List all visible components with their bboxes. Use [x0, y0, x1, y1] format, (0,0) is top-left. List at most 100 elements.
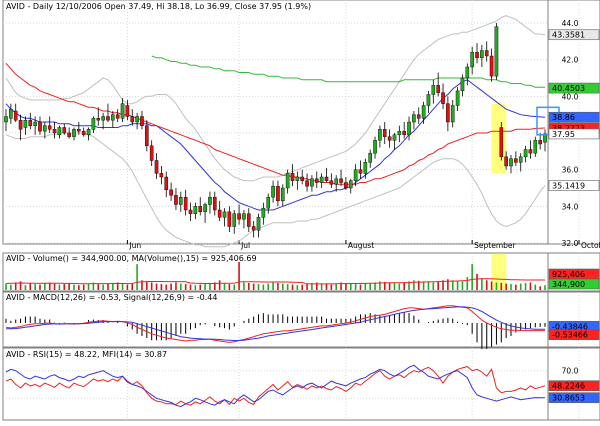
- price-label-box: [548, 111, 600, 123]
- candle-body: [101, 116, 105, 121]
- candle-body: [538, 140, 542, 145]
- price-label-text: 43.3581: [552, 31, 585, 40]
- price-overlay-line: [5, 62, 546, 185]
- candle-body: [140, 116, 144, 126]
- candle-body: [421, 105, 426, 119]
- candle-body: [159, 173, 164, 178]
- candle-body: [4, 116, 8, 123]
- x-tick-label: Jun: [128, 241, 141, 250]
- candle-body: [339, 178, 343, 183]
- candle-body: [373, 140, 377, 154]
- macd-title: AVID - MACD(12,26) = -0.53, Signal(12,26…: [6, 293, 217, 302]
- rsi-panel-frame: [2, 347, 549, 421]
- candle-body: [115, 114, 120, 119]
- price-y-tick-label: 40.0: [562, 92, 579, 101]
- volume-highlight-box: [491, 254, 507, 290]
- candle-body: [475, 52, 479, 59]
- macd-label-text: -0.53466: [552, 331, 588, 340]
- rsi-label-text: 48.2246: [552, 382, 585, 391]
- macd-label-box: [548, 329, 600, 340]
- candle-body: [450, 105, 455, 123]
- price-panel-frame: [2, 0, 549, 245]
- candle-body: [455, 90, 460, 106]
- candle-body: [387, 136, 392, 141]
- candle-body: [33, 121, 37, 126]
- candle-body: [426, 94, 431, 106]
- price-highlight-box: [491, 103, 507, 174]
- price-label-text: 40.4503: [552, 84, 585, 93]
- price-label-text: 38.86: [552, 113, 575, 122]
- candle-body: [13, 110, 18, 121]
- price-overlay-line: [5, 132, 546, 248]
- candle-body: [28, 119, 33, 126]
- candle-body: [237, 213, 241, 220]
- price-label-text: 38.2723: [552, 124, 585, 133]
- candle-body: [91, 118, 96, 130]
- volume-title: AVID - Volume() = 344,900.00, MA(Volume(…: [6, 254, 257, 263]
- candle-body: [509, 158, 513, 167]
- candle-body: [72, 129, 76, 137]
- candle-body: [96, 118, 101, 121]
- candle-body: [174, 195, 178, 205]
- candle-body: [67, 132, 71, 137]
- candle-body: [81, 130, 86, 136]
- candle-body: [363, 162, 368, 174]
- rsi-y-tick-label: 70.0: [562, 367, 579, 376]
- candle-body: [504, 156, 508, 167]
- candle-body: [77, 129, 81, 132]
- candle-body: [518, 156, 523, 163]
- rsi-label-box: [548, 380, 600, 392]
- price-chart-title: AVID - Daily 12/10/2006 Open 37.49, Hi 3…: [6, 2, 311, 11]
- candle-body: [329, 180, 334, 185]
- candle-body: [441, 92, 445, 104]
- candle-body: [217, 209, 222, 218]
- price-label-box: [548, 82, 600, 94]
- price-y-tick-label: 34.0: [562, 202, 579, 211]
- candle-body: [179, 196, 183, 205]
- candle-body: [52, 129, 57, 134]
- macd-label-text: -0.43846: [552, 322, 588, 331]
- candle-body: [246, 213, 251, 227]
- candle-body: [266, 196, 271, 209]
- candle-body: [183, 196, 188, 211]
- candle-body: [164, 176, 169, 191]
- volume-label-text: 925,406: [552, 270, 585, 279]
- candle-body: [514, 158, 518, 163]
- candle-body: [242, 213, 246, 220]
- candle-body: [232, 213, 237, 227]
- x-tick-label: August: [348, 241, 374, 250]
- candle-body: [402, 130, 406, 136]
- candle-body: [348, 180, 353, 189]
- candle-body: [416, 114, 421, 119]
- candle-body: [484, 50, 489, 57]
- candle-body: [125, 105, 130, 117]
- candle-body: [382, 129, 387, 137]
- candle-body: [256, 217, 261, 231]
- price-y-tick-label: 36.0: [562, 166, 579, 175]
- candle-body: [368, 152, 372, 163]
- candle-body: [271, 185, 275, 198]
- price-overlay-line: [5, 79, 546, 211]
- candle-body: [23, 119, 28, 128]
- candle-body: [47, 125, 52, 130]
- price-label-text: 35.1419: [552, 181, 585, 190]
- candle-body: [57, 127, 62, 136]
- volume-ma-line: [5, 278, 545, 285]
- candle-body: [106, 116, 110, 121]
- candle-body: [358, 169, 363, 174]
- price-y-tick-label: 32.0: [562, 239, 579, 248]
- price-overlay-line: [5, 15, 546, 182]
- candle-body: [213, 196, 217, 211]
- candle-body: [300, 176, 305, 181]
- candle-body: [523, 149, 528, 158]
- candle-body: [295, 176, 300, 181]
- candle-body: [543, 133, 547, 143]
- candle-body: [431, 85, 436, 95]
- candle-body: [319, 176, 324, 183]
- price-y-tick-label: 44.0: [562, 19, 579, 28]
- price-y-tick-label: 42.0: [562, 56, 579, 65]
- rsi-series-line: [5, 366, 546, 406]
- candle-body: [494, 26, 499, 77]
- candle-body: [145, 125, 149, 147]
